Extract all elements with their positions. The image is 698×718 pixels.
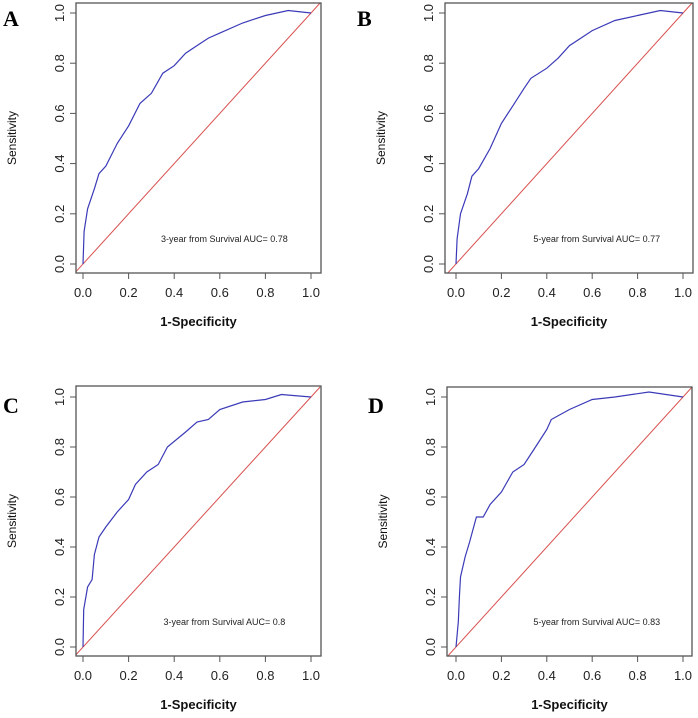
y-tick-label: 0.4 bbox=[423, 538, 438, 556]
auc-annotation: 3-year from Survival AUC= 0.78 bbox=[161, 234, 288, 244]
x-tick-label: 0.2 bbox=[120, 668, 138, 683]
y-tick-label: 0.6 bbox=[421, 104, 436, 122]
panel-letter: A bbox=[3, 6, 19, 31]
x-tick-label: 0.4 bbox=[538, 668, 556, 683]
plot-frame bbox=[75, 385, 322, 657]
roc-panel-b: 0.0 0.2 0.4 0.6 0.8 1.0 0.0 0.2 0.4 0.6 0.8 1.0 1-Sp… bbox=[357, 2, 694, 329]
x-tick-label: 0.2 bbox=[492, 668, 510, 683]
reference-diagonal bbox=[447, 387, 692, 656]
y-axis-label: Sensitivity bbox=[374, 111, 388, 165]
y-tick-label: 0.2 bbox=[52, 588, 67, 606]
x-tick-label: 0.0 bbox=[74, 285, 92, 300]
x-tick-label: 0.0 bbox=[447, 285, 465, 300]
x-tick-label: 0.6 bbox=[211, 285, 229, 300]
x-tick-label: 1.0 bbox=[302, 668, 320, 683]
x-tick-label: 0.0 bbox=[447, 668, 465, 683]
roc-curve bbox=[82, 393, 312, 648]
y-tick-label: 0.2 bbox=[423, 588, 438, 606]
roc-curve bbox=[455, 391, 684, 648]
x-axis-label: 1-Specificity bbox=[160, 314, 237, 329]
x-tick-label: 0.0 bbox=[74, 668, 92, 683]
x-tick-label: 0.8 bbox=[256, 285, 274, 300]
x-tick-label: 0.8 bbox=[256, 668, 274, 683]
x-tick-label: 0.8 bbox=[629, 668, 647, 683]
roc-panel-a: 0.0 0.2 0.4 0.6 0.8 1.0 0.0 0.2 0.4 0.6 0.8 1.0 1-Sp… bbox=[3, 2, 322, 329]
y-axis-label: Sensitivity bbox=[376, 494, 390, 548]
x-tick-label: 0.6 bbox=[583, 668, 601, 683]
x-tick-label: 0.2 bbox=[492, 285, 510, 300]
y-tick-label: 0.0 bbox=[52, 255, 67, 273]
x-tick-label: 0.2 bbox=[120, 285, 138, 300]
y-tick-label: 0.0 bbox=[52, 638, 67, 656]
x-tick-label: 0.8 bbox=[629, 285, 647, 300]
roc-curve bbox=[455, 9, 684, 265]
y-tick-label: 0.6 bbox=[52, 488, 67, 506]
panel-letter: B bbox=[357, 6, 372, 31]
reference-diagonal bbox=[447, 3, 693, 273]
y-tick-label: 1.0 bbox=[421, 4, 436, 22]
roc-curve bbox=[82, 9, 312, 265]
x-tick-label: 0.4 bbox=[165, 668, 183, 683]
y-tick-label: 0.6 bbox=[52, 104, 67, 122]
y-tick-label: 0.4 bbox=[52, 538, 67, 556]
y-axis-label: Sensitivity bbox=[5, 111, 19, 165]
y-tick-label: 0.0 bbox=[421, 255, 436, 273]
x-axis-label: 1-Specificity bbox=[160, 697, 237, 712]
y-tick-label: 0.2 bbox=[421, 205, 436, 223]
roc-panel-c: 0.0 0.2 0.4 0.6 0.8 1.0 0.0 0.2 0.4 0.6 0.8 1.0 1-Sp… bbox=[3, 385, 322, 712]
auc-annotation: 3-year from Survival AUC= 0.8 bbox=[163, 617, 285, 627]
y-tick-label: 0.2 bbox=[52, 205, 67, 223]
y-tick-label: 0.4 bbox=[421, 155, 436, 173]
y-tick-label: 0.8 bbox=[421, 54, 436, 72]
x-tick-label: 1.0 bbox=[674, 668, 692, 683]
auc-annotation: 5-year from Survival AUC= 0.77 bbox=[533, 234, 660, 244]
plot-frame bbox=[444, 2, 694, 274]
y-tick-label: 0.8 bbox=[52, 54, 67, 72]
x-tick-label: 0.6 bbox=[583, 285, 601, 300]
reference-diagonal bbox=[76, 3, 321, 273]
y-tick-label: 0.4 bbox=[52, 155, 67, 173]
y-tick-label: 1.0 bbox=[423, 388, 438, 406]
x-axis-label: 1-Specificity bbox=[531, 314, 608, 329]
x-tick-label: 0.4 bbox=[538, 285, 556, 300]
x-axis-label: 1-Specificity bbox=[531, 697, 608, 712]
plot-frame bbox=[75, 2, 322, 274]
x-tick-label: 0.4 bbox=[165, 285, 183, 300]
panel-letter: D bbox=[368, 393, 384, 418]
reference-diagonal bbox=[76, 386, 321, 656]
panel-letter: C bbox=[3, 393, 19, 418]
roc-panel-d: 0.0 0.2 0.4 0.6 0.8 1.0 0.0 0.2 0.4 0.6 0.8 1.0 1-Sp… bbox=[368, 386, 693, 712]
y-tick-label: 0.8 bbox=[52, 438, 67, 456]
y-tick-label: 1.0 bbox=[52, 4, 67, 22]
y-tick-label: 0.6 bbox=[423, 488, 438, 506]
x-tick-label: 0.6 bbox=[211, 668, 229, 683]
x-tick-label: 1.0 bbox=[674, 285, 692, 300]
y-tick-label: 0.0 bbox=[423, 638, 438, 656]
y-tick-label: 0.8 bbox=[423, 438, 438, 456]
y-axis-label: Sensitivity bbox=[5, 494, 19, 548]
x-tick-label: 1.0 bbox=[302, 285, 320, 300]
plot-frame bbox=[446, 386, 693, 657]
y-tick-label: 1.0 bbox=[52, 388, 67, 406]
auc-annotation: 5-year from Survival AUC= 0.83 bbox=[533, 617, 660, 627]
